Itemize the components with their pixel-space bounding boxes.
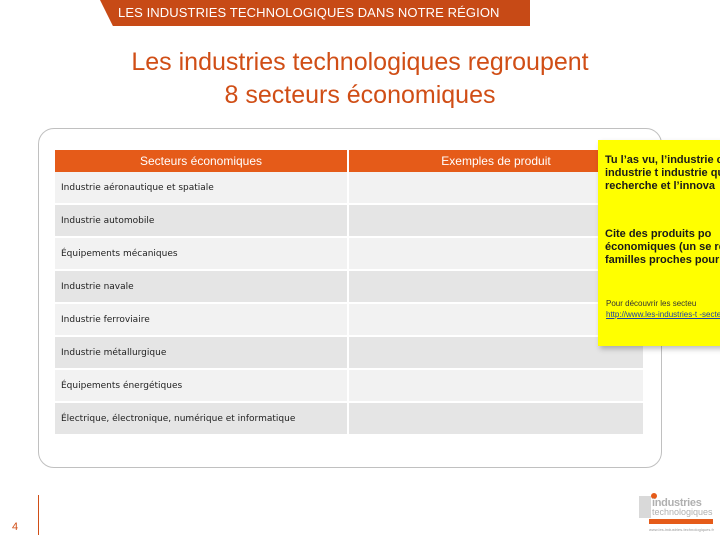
industries-logo: industries technologiques www.les-indust… <box>639 492 715 536</box>
note-link[interactable]: http://www.les-industries-t -secteurs/ <box>606 310 720 319</box>
logo-mark-icon <box>639 496 651 518</box>
sector-cell: Industrie automobile <box>55 205 349 238</box>
table-row: Équipements mécaniques <box>55 238 643 271</box>
logo-dot-icon <box>651 493 657 499</box>
sector-cell: Équipements mécaniques <box>55 238 349 271</box>
table-row: Industrie navale <box>55 271 643 304</box>
column-header-sectors: Secteurs économiques <box>55 150 349 172</box>
table-row: Électrique, électronique, numérique et i… <box>55 403 643 436</box>
sticky-note: Tu l’as vu, l’industrie ce qu’une indust… <box>598 140 720 346</box>
table-header-row: Secteurs économiques Exemples de produit <box>55 150 643 172</box>
sector-cell: Équipements énergétiques <box>55 370 349 403</box>
example-cell[interactable] <box>349 205 643 238</box>
sector-cell: Industrie navale <box>55 271 349 304</box>
logo-name: industries <box>652 497 702 509</box>
table-row: Industrie ferroviaire <box>55 304 643 337</box>
sector-cell: Électrique, électronique, numérique et i… <box>55 403 349 436</box>
slide-title-line-1: Les industries technologiques regroupent <box>131 48 589 76</box>
example-cell[interactable] <box>349 304 643 337</box>
table-row: Industrie aéronautique et spatiale <box>55 172 643 205</box>
note-paragraph-2: Cite des produits po économiques (un se … <box>605 228 720 266</box>
sector-cell: Industrie aéronautique et spatiale <box>55 172 349 205</box>
sectors-table: Secteurs économiques Exemples de produit… <box>55 150 643 436</box>
slide-title-line-2: 8 secteurs économiques <box>224 81 496 109</box>
logo-bar <box>649 519 713 524</box>
page-number-divider <box>38 495 39 535</box>
logo-name-2: technologiques <box>652 507 713 517</box>
column-header-examples: Exemples de produit <box>349 150 643 172</box>
example-cell[interactable] <box>349 370 643 403</box>
example-cell[interactable] <box>349 403 643 436</box>
sector-cell: Industrie ferroviaire <box>55 304 349 337</box>
note-paragraph-3: Pour découvrir les secteu http://www.les… <box>606 298 720 320</box>
slide-title: Les industries technologiques regroupent… <box>0 46 720 112</box>
example-cell[interactable] <box>349 337 643 370</box>
example-cell[interactable] <box>349 271 643 304</box>
logo-url: www.les-industries-technologiques.fr <box>649 527 714 532</box>
sector-cell: Industrie métallurgique <box>55 337 349 370</box>
note-paragraph-1: Tu l’as vu, l’industrie ce qu’une indust… <box>605 154 720 192</box>
example-cell[interactable] <box>349 238 643 271</box>
header-banner <box>100 0 530 26</box>
page-number: 4 <box>12 521 19 533</box>
note-paragraph-3-text: Pour découvrir les secteu <box>606 299 697 308</box>
example-cell[interactable] <box>349 172 643 205</box>
table-row: Industrie métallurgique <box>55 337 643 370</box>
table-row: Industrie automobile <box>55 205 643 238</box>
table-row: Équipements énergétiques <box>55 370 643 403</box>
header-banner-text: LES INDUSTRIES TECHNOLOGIQUES DANS NOTRE… <box>118 5 500 20</box>
